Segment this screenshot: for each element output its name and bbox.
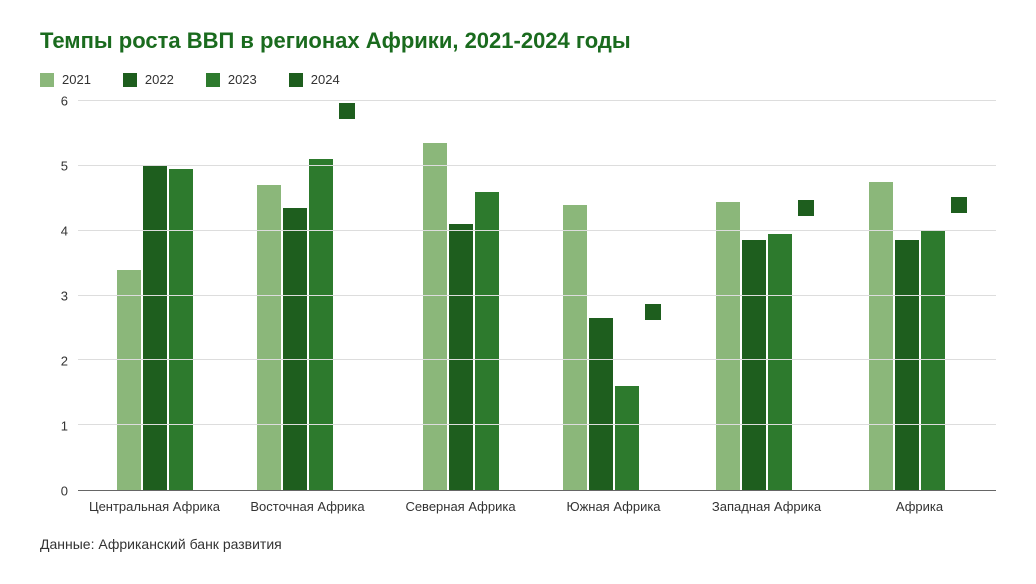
gridline: [78, 165, 996, 166]
y-axis: 0123456: [40, 101, 78, 491]
x-axis-label: Восточная Африка: [231, 499, 384, 514]
marker-slot: [947, 101, 971, 490]
y-tick-label: 1: [61, 419, 68, 434]
bar: [143, 166, 167, 490]
marker: [339, 103, 355, 119]
legend: 2021 2022 2023 2024: [40, 72, 996, 87]
marker-slot: [335, 101, 359, 490]
bar: [283, 208, 307, 490]
bar: [475, 192, 499, 490]
legend-item: 2022: [123, 72, 174, 87]
legend-swatch: [289, 73, 303, 87]
gridline: [78, 359, 996, 360]
marker: [951, 197, 967, 213]
bar: [169, 169, 193, 490]
bar: [449, 224, 473, 490]
x-axis-label: Северная Африка: [384, 499, 537, 514]
legend-label: 2024: [311, 72, 340, 87]
legend-swatch: [206, 73, 220, 87]
x-axis-label: Центральная Африка: [78, 499, 231, 514]
marker: [798, 200, 814, 216]
marker: [645, 304, 661, 320]
bar-group: [843, 101, 996, 490]
bar-group: [231, 101, 384, 490]
bar: [423, 143, 447, 490]
chart-title: Темпы роста ВВП в регионах Африки, 2021-…: [40, 28, 996, 54]
y-tick-label: 0: [61, 484, 68, 499]
bar: [869, 182, 893, 490]
y-tick-label: 2: [61, 354, 68, 369]
marker-slot: [794, 101, 818, 490]
bar: [895, 240, 919, 490]
bar-groups: [78, 101, 996, 490]
bar: [716, 202, 740, 491]
y-tick-label: 6: [61, 94, 68, 109]
gridline: [78, 230, 996, 231]
bar: [615, 386, 639, 490]
bar-group: [537, 101, 690, 490]
x-axis-label: Южная Африка: [537, 499, 690, 514]
legend-item: 2024: [289, 72, 340, 87]
legend-label: 2022: [145, 72, 174, 87]
bar: [768, 234, 792, 490]
bar: [563, 205, 587, 490]
legend-label: 2023: [228, 72, 257, 87]
gridline: [78, 424, 996, 425]
x-axis-labels: Центральная АфрикаВосточная АфрикаСеверн…: [78, 499, 996, 514]
gridline: [78, 100, 996, 101]
bar: [742, 240, 766, 490]
x-axis-label: Африка: [843, 499, 996, 514]
bar-group: [384, 101, 537, 490]
y-tick-label: 5: [61, 159, 68, 174]
x-axis-label: Западная Африка: [690, 499, 843, 514]
bar-group: [690, 101, 843, 490]
legend-swatch: [40, 73, 54, 87]
bar: [257, 185, 281, 490]
legend-item: 2023: [206, 72, 257, 87]
plot-area: [78, 101, 996, 491]
chart-area: 0123456: [40, 101, 996, 491]
legend-swatch: [123, 73, 137, 87]
y-tick-label: 3: [61, 289, 68, 304]
bar: [589, 318, 613, 490]
gridline: [78, 295, 996, 296]
legend-label: 2021: [62, 72, 91, 87]
legend-item: 2021: [40, 72, 91, 87]
marker-slot: [641, 101, 665, 490]
y-tick-label: 4: [61, 224, 68, 239]
bar: [117, 270, 141, 490]
source-text: Данные: Африканский банк развития: [40, 536, 996, 552]
bar-group: [78, 101, 231, 490]
bar: [309, 159, 333, 490]
